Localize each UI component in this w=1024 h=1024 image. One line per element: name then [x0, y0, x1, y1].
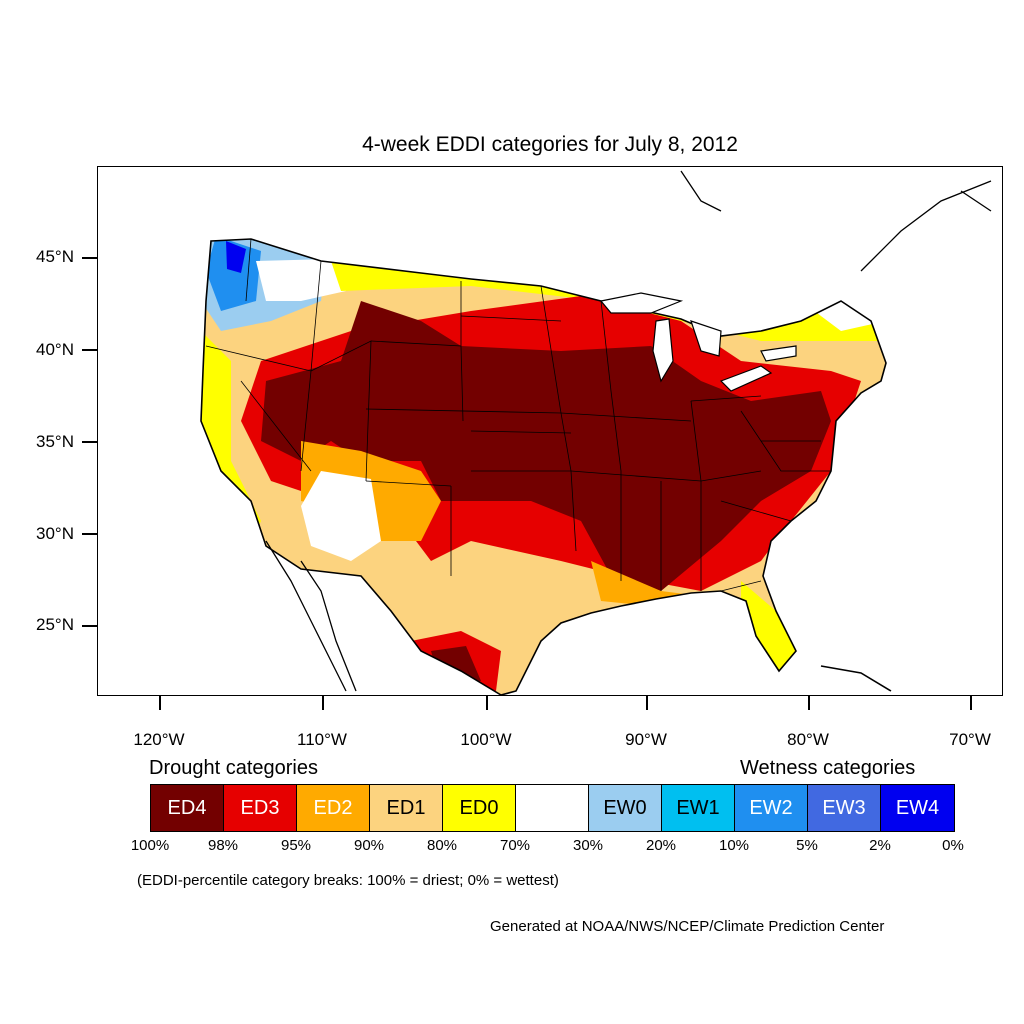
lat-tick [82, 625, 97, 627]
lon-tick [159, 696, 161, 710]
legend-box-ed1: ED1 [370, 785, 443, 831]
lon-label-80: 80°W [787, 730, 829, 749]
eddi-shading [201, 239, 886, 695]
legend-box-ed3: ED3 [224, 785, 297, 831]
lon-tick [646, 696, 648, 710]
legend-percentile-label: 2% [869, 837, 891, 854]
lat-tick [82, 349, 97, 351]
legend-percentile-label: 5% [796, 837, 818, 854]
legend-percentile-label: 20% [645, 837, 677, 854]
legend-box-ew4: EW4 [881, 785, 954, 831]
lat-label-25: 25°N [36, 615, 74, 634]
lon-label-70: 70°W [949, 730, 991, 749]
state-borders [205, 238, 831, 592]
map-title: 4-week EDDI categories for July 8, 2012 [362, 133, 738, 156]
legend-percentile-label: 0% [942, 837, 964, 854]
lon-label-100: 100°W [460, 730, 512, 749]
category-note: (EDDI-percentile category breaks: 100% =… [137, 872, 559, 889]
lat-label-40: 40°N [36, 340, 74, 359]
great-lakes [599, 292, 797, 392]
legend-box-ew0: EW0 [589, 785, 662, 831]
lat-tick [82, 257, 97, 259]
lat-label-35: 35°N [36, 432, 74, 451]
lon-tick [970, 696, 972, 710]
caribbean-islands [820, 665, 892, 692]
credit-line: Generated at NOAA/NWS/NCEP/Climate Predi… [490, 918, 885, 935]
eddi-map [200, 170, 992, 695]
map-panel [97, 166, 1003, 696]
legend-percentile-label: 100% [130, 837, 170, 854]
lon-tick [322, 696, 324, 710]
legend-wetness-title: Wetness categories [740, 757, 916, 779]
lon-tick [808, 696, 810, 710]
legend-color-bar: ED4 ED3 ED2 ED1 ED0 EW0 EW1 EW2 EW3 EW4 [150, 784, 955, 832]
mexico-coast [265, 540, 357, 692]
canada-coast [680, 170, 992, 272]
legend-percentile-label: 30% [572, 837, 604, 854]
legend-percentile-label: 80% [426, 837, 458, 854]
legend-percentile-label: 10% [718, 837, 750, 854]
lat-tick [82, 441, 97, 443]
legend-percentile-label: 90% [353, 837, 385, 854]
lon-label-120: 120°W [133, 730, 185, 749]
lon-tick [486, 696, 488, 710]
lat-label-45: 45°N [36, 247, 74, 266]
legend-percentile-label: 95% [280, 837, 312, 854]
legend-box-ew1: EW1 [662, 785, 735, 831]
legend-box-ed2: ED2 [297, 785, 370, 831]
legend-percentile-label: 70% [499, 837, 531, 854]
lat-tick [82, 533, 97, 535]
lon-label-90: 90°W [625, 730, 667, 749]
legend-box-ew3: EW3 [808, 785, 881, 831]
legend-drought-title: Drought categories [149, 757, 318, 779]
lat-label-30: 30°N [36, 524, 74, 543]
legend-box-ew2: EW2 [735, 785, 808, 831]
legend-percentile-label: 98% [207, 837, 239, 854]
legend-box-ed4: ED4 [151, 785, 224, 831]
legend-box-normal [516, 785, 589, 831]
legend-box-ed0: ED0 [443, 785, 516, 831]
lon-label-110: 110°W [297, 730, 347, 749]
